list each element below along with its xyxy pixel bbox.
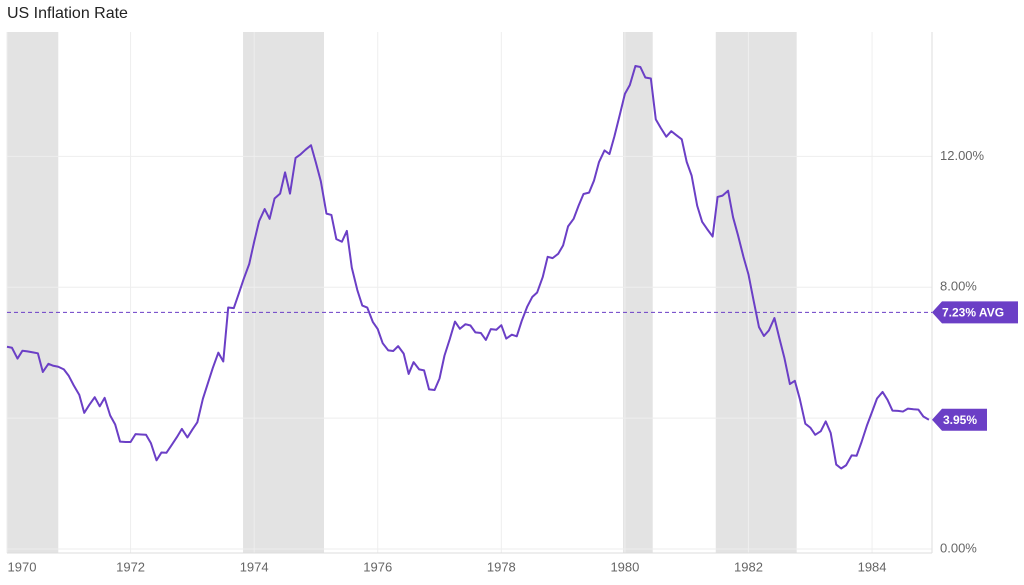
chart-title: US Inflation Rate (7, 5, 128, 22)
y-tick-label: 8.00% (940, 279, 977, 294)
last-value-tag (932, 408, 987, 431)
x-tick-label: 1976 (363, 559, 392, 574)
inflation-line (6, 65, 930, 470)
x-tick-label: 1978 (487, 559, 516, 574)
x-tick-label: 1972 (116, 559, 145, 574)
recession-band (243, 32, 324, 553)
recession-band (7, 32, 59, 553)
last-value-label: 3.95% (943, 413, 977, 427)
x-tick-label: 1970 (8, 559, 37, 574)
recession-band (623, 32, 653, 553)
y-tick-label: 0.00% (940, 540, 977, 555)
average-label: 7.23% AVG (942, 306, 1004, 320)
x-tick-label: 1980 (610, 559, 639, 574)
x-tick-label: 1982 (734, 559, 763, 574)
y-tick-label: 12.00% (940, 148, 985, 163)
x-tick-label: 1974 (240, 559, 269, 574)
average-tag (932, 301, 1018, 324)
recession-band (715, 32, 797, 553)
x-tick-label: 1984 (858, 559, 887, 574)
